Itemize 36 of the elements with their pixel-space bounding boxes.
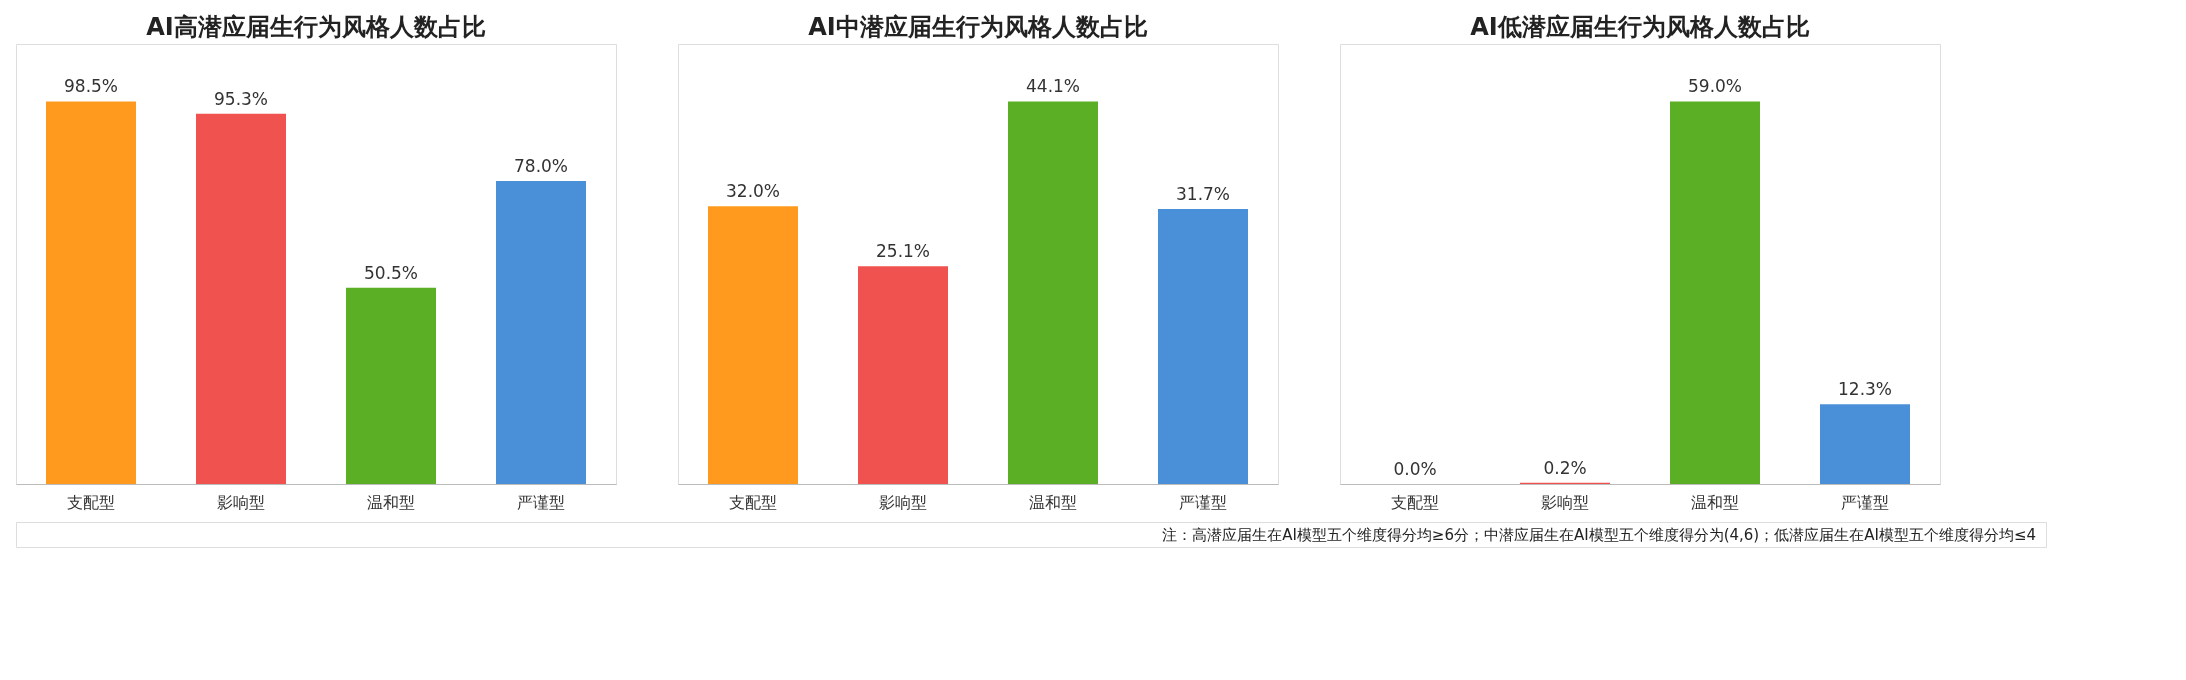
x-tick-label: 温和型 — [367, 492, 415, 512]
bar — [346, 287, 436, 484]
data-label: 0.2% — [1543, 457, 1587, 478]
data-label: 0.0% — [1393, 459, 1437, 479]
text: 注：高潜应届生在AI模型五个维度得分均≥6分；中潜应届生在AI模型五个维度得分为(4,6)；低潜应届生在AI模型五个维度得分均≤4 — [1162, 525, 2036, 544]
x-tick-label: 影响型 — [879, 492, 927, 512]
bar — [1158, 208, 1248, 484]
x-tick-label: 温和型 — [1691, 492, 1739, 512]
x-tick-label: 支配型 — [67, 492, 115, 512]
data-label: 44.1% — [1025, 76, 1081, 97]
x-tick-label: 支配型 — [729, 492, 777, 512]
bar — [1008, 101, 1098, 484]
bar — [196, 113, 286, 484]
chart-title: AI中潜应届生行为风格人数占比 — [808, 13, 1148, 41]
data-label: 31.7% — [1175, 183, 1231, 204]
data-label: 50.5% — [363, 262, 419, 283]
x-tick-label: 影响型 — [217, 492, 265, 512]
data-label: 59.0% — [1687, 76, 1743, 97]
x-tick-label: 影响型 — [1541, 492, 1589, 512]
data-label: 25.1% — [875, 241, 931, 262]
x-tick-label: 严谨型 — [1841, 492, 1889, 512]
chart-title: AI高潜应届生行为风格人数占比 — [146, 13, 486, 41]
data-label: 95.3% — [213, 88, 269, 109]
x-tick-label: 支配型 — [1391, 492, 1439, 512]
data-label: 12.3% — [1837, 379, 1893, 400]
x-tick-label: 严谨型 — [517, 492, 565, 512]
x-tick-label: 严谨型 — [1179, 492, 1227, 512]
data-label: 32.0% — [725, 181, 781, 202]
data-label: 78.0% — [513, 156, 569, 177]
bar — [708, 206, 798, 484]
x-tick-label: 温和型 — [1029, 492, 1077, 512]
data-label: 98.5% — [63, 76, 119, 97]
bar — [858, 266, 948, 484]
bar — [46, 101, 136, 484]
bar — [496, 181, 586, 484]
chart-title: AI低潜应届生行为风格人数占比 — [1470, 13, 1810, 41]
